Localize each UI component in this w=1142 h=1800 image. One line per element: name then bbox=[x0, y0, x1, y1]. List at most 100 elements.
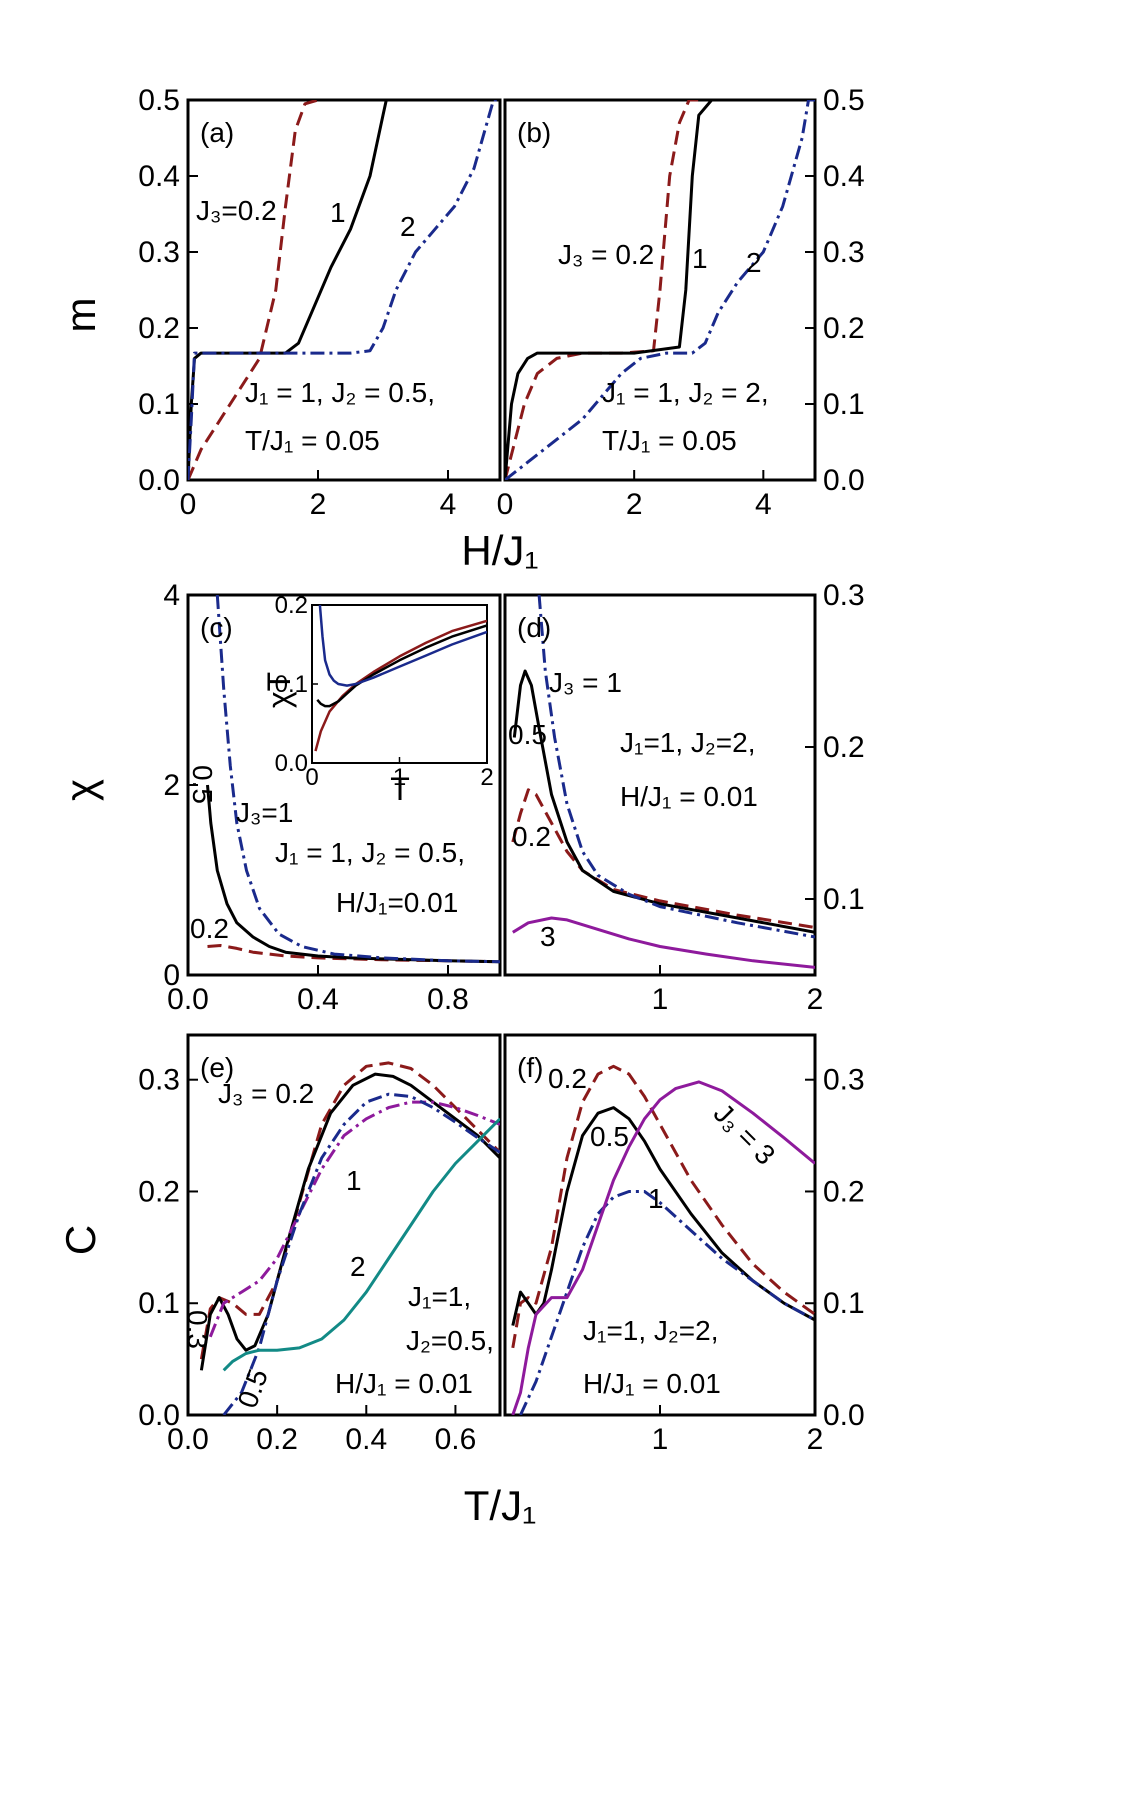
inset-ytick-label: 0.0 bbox=[275, 750, 308, 777]
inset-x-axis-label: T bbox=[390, 771, 410, 807]
panel-e-label: (e) bbox=[200, 1052, 234, 1083]
panel-c-xtick-label: 0.8 bbox=[427, 983, 469, 1016]
panel-c-inset-series-1 bbox=[318, 605, 487, 687]
panel-f-xtick-label: 2 bbox=[807, 1423, 824, 1456]
panel-a-annotation: 2 bbox=[400, 211, 416, 242]
panel-f-label: (f) bbox=[517, 1052, 543, 1083]
panel-frames bbox=[186, 98, 817, 1417]
panel-e-frame bbox=[186, 1033, 502, 1417]
panel-b-annotation: J₁ = 1, J₂ = 2, bbox=[602, 377, 769, 408]
panel-c-inset-series-0.5 bbox=[316, 624, 487, 708]
panel-a-ytick-label: 0.0 bbox=[138, 464, 180, 497]
panel-f-annotation: H/J₁ = 0.01 bbox=[583, 1368, 721, 1399]
panel-e-xtick-label: 0.0 bbox=[167, 1423, 209, 1456]
panel-d-annotation: J₃ = 1 bbox=[549, 667, 622, 698]
panel-e-xtick-label: 0.2 bbox=[256, 1423, 298, 1456]
text-layer: m χ C H/J₁ T/J₁ (a) 0 2 4 0.0 0.1 0.2 0.3 0.4 0.5… bbox=[57, 84, 865, 1529]
panel-b-xtick-label: 0 bbox=[497, 488, 514, 521]
panel-e-annotation: J₁=1, bbox=[408, 1281, 471, 1312]
panel-f-annotation: 0.5 bbox=[590, 1121, 629, 1152]
panel-a-label: (a) bbox=[200, 117, 234, 148]
panel-f-xtick-label: 1 bbox=[652, 1423, 669, 1456]
panel-d-ytick-label: 0.2 bbox=[823, 731, 865, 764]
panel-a-frame bbox=[186, 98, 502, 482]
panel-b-ytick-label: 0.2 bbox=[823, 312, 865, 345]
panel-a-ytick-label: 0.2 bbox=[138, 312, 180, 345]
panel-b-series-2 bbox=[505, 100, 815, 480]
panel-a-series-1 bbox=[188, 100, 396, 480]
panel-b-annotation: 2 bbox=[746, 247, 762, 278]
panel-e-ytick-label: 0.1 bbox=[138, 1287, 180, 1320]
panel-f-annotation: 1 bbox=[648, 1183, 664, 1214]
y-axis-label-c: C bbox=[57, 1225, 104, 1255]
panel-b-annotation: J₃ = 0.2 bbox=[558, 239, 654, 270]
panel-c-annotation: J₃=1 bbox=[236, 797, 293, 828]
panel-d-series-0.5 bbox=[512, 669, 815, 934]
panel-e-annotation: 0.3 bbox=[182, 1310, 213, 1349]
panel-e-xtick-label: 0.6 bbox=[435, 1423, 477, 1456]
panel-b-ytick-label: 0.4 bbox=[823, 160, 865, 193]
panel-c-series-1 bbox=[215, 595, 500, 964]
panel-e-series-2 bbox=[222, 1117, 500, 1372]
panel-b-label: (b) bbox=[517, 117, 551, 148]
panel-c-annotation: H/J₁=0.01 bbox=[336, 887, 458, 918]
panel-b-annotation: 1 bbox=[692, 243, 708, 274]
panel-f-series-1 bbox=[519, 1190, 815, 1415]
panel-a-xtick-label: 2 bbox=[310, 488, 327, 521]
panel-f-ytick-label: 0.2 bbox=[823, 1175, 865, 1208]
panel-a-xtick-label: 0 bbox=[180, 488, 197, 521]
panel-d-series-1 bbox=[537, 595, 815, 939]
panel-b-ytick-label: 0.1 bbox=[823, 388, 865, 421]
inset-ytick-label: 0.1 bbox=[275, 671, 308, 698]
panel-e-annotation: H/J₁ = 0.01 bbox=[335, 1368, 473, 1399]
y-axis-label-chi: χ bbox=[57, 779, 104, 801]
panel-e-annotation: 0.5 bbox=[232, 1365, 274, 1412]
panel-a-annotation: J₁ = 1, J₂ = 0.5, bbox=[245, 377, 435, 408]
panel-c-ytick-label: 2 bbox=[163, 769, 180, 802]
panel-c-ytick-label: 4 bbox=[163, 579, 180, 612]
panel-f-annotation: J₁=1, J₂=2, bbox=[583, 1315, 719, 1346]
panel-b-frame bbox=[503, 98, 817, 482]
panel-b-series-1 bbox=[505, 100, 713, 480]
panel-c-annotation: J₁ = 1, J₂ = 0.5, bbox=[275, 837, 465, 868]
inset-ytick-label: 0.2 bbox=[275, 592, 308, 619]
panel-a-ytick-label: 0.3 bbox=[138, 236, 180, 269]
panel-f-series-0.2 bbox=[511, 1064, 815, 1349]
panel-a-series-0.2 bbox=[188, 100, 319, 480]
panel-f-series-3 bbox=[511, 1080, 815, 1415]
panel-e-annotation: J₂=0.5, bbox=[406, 1325, 494, 1356]
inset-xtick-label: 2 bbox=[480, 764, 493, 791]
panel-b-annotation: T/J₁ = 0.05 bbox=[602, 425, 737, 456]
panel-d-series-0.2 bbox=[511, 788, 815, 929]
panel-e-annotation: J₃ = 0.2 bbox=[218, 1078, 314, 1109]
panel-e-annotation: 2 bbox=[350, 1251, 366, 1282]
panel-e-annotation: 1 bbox=[346, 1165, 362, 1196]
panel-d-xtick-label: 2 bbox=[807, 983, 824, 1016]
panel-e-ytick-label: 0.0 bbox=[138, 1399, 180, 1432]
panel-f-ytick-label: 0.3 bbox=[823, 1064, 865, 1097]
inset-y-axis-label: χT bbox=[261, 672, 297, 708]
panel-d-annotation: 0.2 bbox=[512, 821, 551, 852]
panel-a-annotation: J₃=0.2 bbox=[196, 195, 277, 226]
panel-c-label: (c) bbox=[200, 612, 233, 643]
panel-e-series-1 bbox=[208, 1100, 500, 1338]
panel-d-series-3 bbox=[512, 916, 815, 969]
panel-c-annotation: 0.5 bbox=[187, 765, 218, 804]
panel-e-ytick-label: 0.2 bbox=[138, 1175, 180, 1208]
panel-c-xtick-label: 0.4 bbox=[297, 983, 339, 1016]
panel-e-ytick-label: 0.3 bbox=[138, 1064, 180, 1097]
panel-e-xtick-label: 0.4 bbox=[345, 1423, 387, 1456]
panel-c-xtick-label: 0.0 bbox=[167, 983, 209, 1016]
panel-a-ytick-label: 0.4 bbox=[138, 160, 180, 193]
panel-b-ytick-label: 0.3 bbox=[823, 236, 865, 269]
y-axis-label-m: m bbox=[57, 298, 104, 333]
panel-d-xtick-label: 1 bbox=[652, 983, 669, 1016]
panel-b-series-0.2 bbox=[505, 100, 699, 480]
panel-f-ytick-label: 0.0 bbox=[823, 1399, 865, 1432]
panel-d-annotation: 0.5 bbox=[508, 719, 547, 750]
panel-c-ytick-label: 0 bbox=[163, 959, 180, 992]
x-axis-label-h: H/J₁ bbox=[461, 527, 538, 574]
panel-d-label: (d) bbox=[517, 612, 551, 643]
panel-c-annotation: 0.2 bbox=[190, 913, 229, 944]
